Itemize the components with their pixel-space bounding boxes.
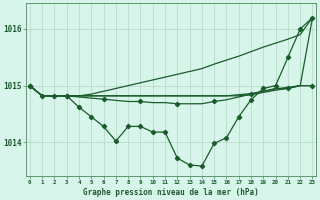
X-axis label: Graphe pression niveau de la mer (hPa): Graphe pression niveau de la mer (hPa) [83,188,259,197]
